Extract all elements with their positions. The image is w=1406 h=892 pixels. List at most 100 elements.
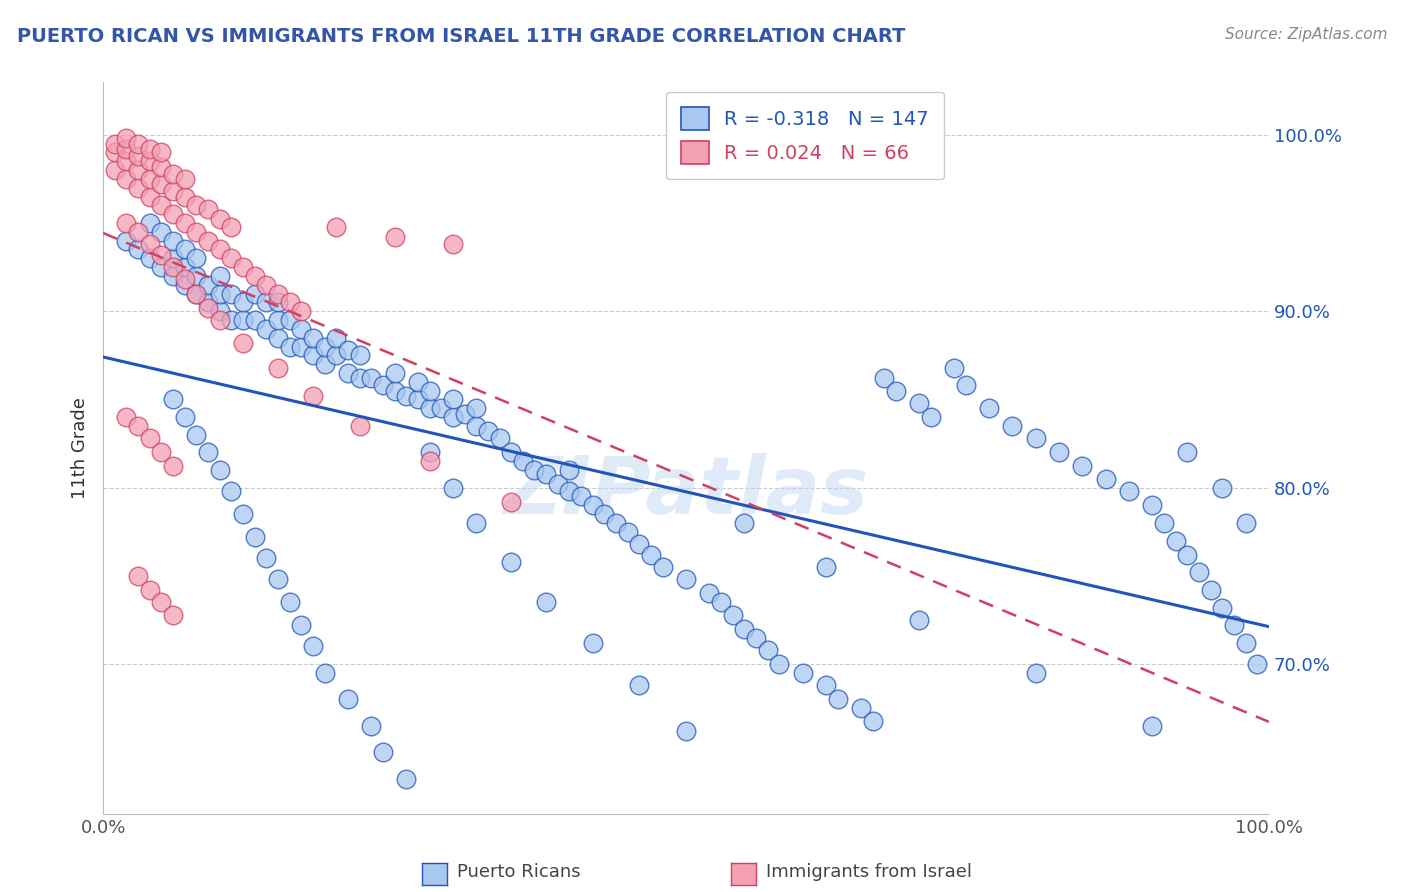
- Point: [302, 348, 325, 362]
- Point: [360, 719, 382, 733]
- Point: [406, 392, 429, 407]
- Point: [173, 189, 195, 203]
- Point: [453, 407, 475, 421]
- Point: [197, 234, 219, 248]
- Point: [104, 163, 127, 178]
- Point: [1094, 472, 1116, 486]
- Point: [873, 371, 896, 385]
- Point: [104, 145, 127, 160]
- Point: [267, 331, 290, 345]
- Point: [243, 268, 266, 283]
- Point: [173, 277, 195, 292]
- Point: [127, 418, 149, 433]
- Point: [979, 401, 1001, 416]
- Point: [384, 230, 406, 244]
- Point: [243, 530, 266, 544]
- Point: [349, 371, 371, 385]
- Point: [710, 595, 733, 609]
- Point: [628, 537, 651, 551]
- Point: [943, 360, 966, 375]
- Point: [406, 375, 429, 389]
- Point: [173, 260, 195, 274]
- Point: [465, 516, 488, 530]
- Point: [512, 454, 534, 468]
- Point: [419, 401, 441, 416]
- Point: [419, 445, 441, 459]
- Point: [1047, 445, 1070, 459]
- Point: [814, 678, 837, 692]
- Point: [640, 548, 662, 562]
- Point: [908, 396, 931, 410]
- Point: [162, 392, 184, 407]
- Point: [186, 198, 208, 212]
- Point: [290, 322, 312, 336]
- Point: [162, 167, 184, 181]
- Point: [127, 569, 149, 583]
- Point: [232, 313, 254, 327]
- Point: [197, 202, 219, 216]
- Point: [384, 366, 406, 380]
- Point: [162, 252, 184, 266]
- Point: [267, 286, 290, 301]
- Point: [254, 295, 277, 310]
- Point: [419, 384, 441, 398]
- Text: Source: ZipAtlas.com: Source: ZipAtlas.com: [1225, 27, 1388, 42]
- Point: [221, 219, 243, 234]
- Point: [278, 339, 301, 353]
- Point: [186, 286, 208, 301]
- Point: [267, 313, 290, 327]
- Point: [127, 163, 149, 178]
- Point: [441, 481, 464, 495]
- Point: [150, 248, 173, 262]
- Point: [208, 463, 231, 477]
- Point: [441, 237, 464, 252]
- Point: [290, 304, 312, 318]
- Point: [325, 348, 347, 362]
- Point: [162, 459, 184, 474]
- Point: [523, 463, 546, 477]
- Point: [501, 445, 523, 459]
- Point: [582, 636, 605, 650]
- Point: [127, 136, 149, 151]
- Point: [186, 252, 208, 266]
- Point: [162, 207, 184, 221]
- Point: [384, 384, 406, 398]
- Point: [173, 172, 195, 186]
- Point: [768, 657, 790, 671]
- Point: [1246, 657, 1268, 671]
- Point: [1175, 445, 1198, 459]
- Point: [349, 418, 371, 433]
- Point: [302, 640, 325, 654]
- Point: [1001, 418, 1024, 433]
- Point: [290, 618, 312, 632]
- Point: [302, 331, 325, 345]
- Point: [336, 366, 359, 380]
- Point: [325, 331, 347, 345]
- Point: [1164, 533, 1187, 548]
- Point: [745, 631, 768, 645]
- Point: [162, 607, 184, 622]
- Point: [139, 154, 162, 169]
- Point: [1142, 498, 1164, 512]
- Point: [721, 607, 744, 622]
- Point: [221, 313, 243, 327]
- Point: [197, 295, 219, 310]
- Point: [186, 286, 208, 301]
- Point: [501, 495, 523, 509]
- Point: [1118, 484, 1140, 499]
- Point: [162, 234, 184, 248]
- Point: [139, 172, 162, 186]
- Point: [955, 378, 977, 392]
- Point: [221, 252, 243, 266]
- Point: [278, 313, 301, 327]
- Point: [127, 149, 149, 163]
- Point: [1025, 431, 1047, 445]
- Point: [150, 225, 173, 239]
- Point: [267, 295, 290, 310]
- Point: [232, 336, 254, 351]
- Point: [221, 286, 243, 301]
- Point: [419, 454, 441, 468]
- Point: [115, 410, 138, 425]
- Point: [908, 613, 931, 627]
- Point: [1199, 582, 1222, 597]
